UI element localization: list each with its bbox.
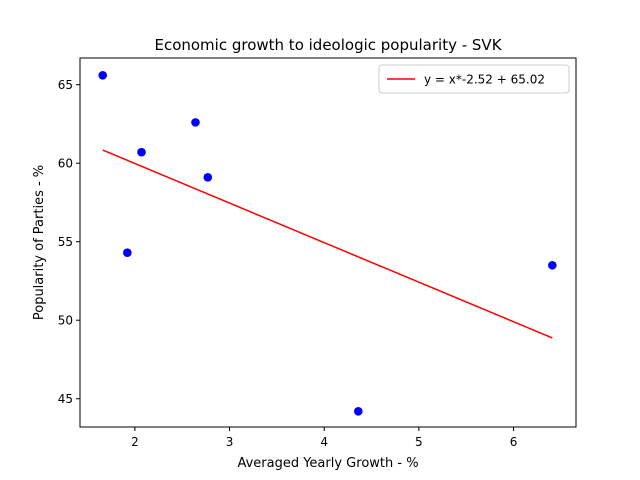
y-tick-label: 45 [58, 392, 73, 406]
legend: y = x*-2.52 + 65.02 [378, 64, 570, 94]
x-axis: 2 3 4 5 6 [131, 427, 517, 449]
regression-line [102, 149, 553, 339]
x-tick-label: 6 [510, 435, 518, 449]
y-tick-label: 50 [58, 314, 73, 328]
x-axis-label: Averaged Yearly Growth - % [237, 456, 418, 471]
data-point [203, 173, 213, 182]
data-point [137, 147, 146, 157]
x-tick-label: 3 [226, 435, 234, 449]
x-tick-label: 2 [131, 435, 139, 449]
legend-label: y = x*-2.52 + 65.02 [424, 73, 545, 87]
y-axis-label: Popularity of Parties - % [32, 165, 47, 320]
y-tick-label: 60 [58, 157, 73, 171]
y-tick-label: 55 [58, 235, 73, 249]
y-axis: 45 50 55 60 65 [58, 78, 80, 406]
data-point [191, 118, 200, 127]
data-point [548, 260, 557, 270]
y-tick-label: 65 [58, 78, 73, 92]
data-point [353, 406, 363, 416]
data-point [123, 248, 132, 258]
data-point [98, 70, 108, 80]
chart-title: Economic growth to ideologic popularity … [154, 36, 502, 54]
axes-frame [79, 57, 577, 428]
x-tick-label: 5 [415, 435, 423, 449]
legend-box [378, 64, 570, 94]
plot-area [98, 70, 557, 416]
x-tick-label: 4 [320, 435, 328, 449]
